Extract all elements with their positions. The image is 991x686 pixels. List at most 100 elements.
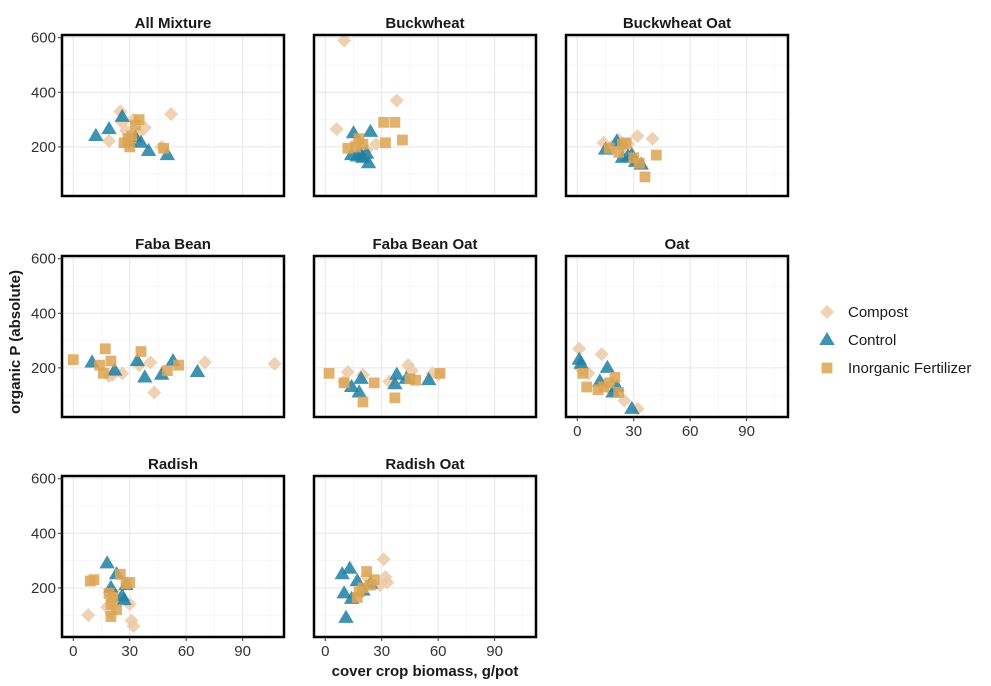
point-compost: [572, 341, 587, 356]
point-inorganic-fertilizer: [404, 373, 416, 385]
legend-item-inorganic-fertilizer: Inorganic Fertilizer: [821, 360, 971, 377]
point-inorganic-fertilizer: [577, 367, 589, 379]
point-compost: [369, 137, 384, 152]
panel-frame: [60, 33, 286, 198]
point-inorganic-fertilizer: [105, 355, 117, 367]
y-tick-label: 200: [31, 360, 56, 377]
panel-title: Radish Oat: [385, 456, 464, 473]
point-control: [336, 585, 352, 599]
point-compost: [340, 364, 355, 379]
point-inorganic-fertilizer: [133, 114, 145, 125]
point-inorganic-fertilizer: [603, 142, 615, 154]
point-inorganic-fertilizer: [126, 130, 138, 142]
point-compost: [389, 93, 404, 108]
panel-title: Radish: [148, 456, 198, 473]
point-control: [387, 376, 403, 390]
point-inorganic-fertilizer: [609, 372, 621, 383]
point-inorganic-fertilizer: [338, 377, 350, 389]
point-inorganic-fertilizer: [94, 359, 106, 371]
point-compost: [337, 33, 352, 48]
panel-title: Oat: [664, 236, 689, 253]
x-tick-label: 90: [738, 423, 755, 440]
x-tick-label: 90: [486, 643, 503, 660]
point-control: [573, 355, 589, 369]
point-inorganic-fertilizer: [357, 396, 369, 408]
point-inorganic-fertilizer: [158, 142, 169, 154]
x-tick-label: 60: [430, 643, 447, 660]
point-compost: [164, 107, 179, 122]
y-tick-label: 200: [31, 580, 56, 597]
point-inorganic-fertilizer: [368, 574, 380, 586]
y-tick-label: 600: [31, 30, 56, 47]
y-tick-label: 400: [31, 305, 56, 322]
y-tick-label: 600: [31, 471, 56, 488]
point-control: [116, 592, 132, 606]
point-inorganic-fertilizer: [161, 365, 173, 377]
x-tick-label: 30: [121, 643, 138, 660]
point-control: [99, 555, 115, 569]
point-control: [360, 155, 377, 169]
point-inorganic-fertilizer: [603, 377, 615, 389]
point-inorganic-fertilizer: [111, 604, 122, 616]
x-tick-label: 60: [682, 423, 699, 440]
x-tick-label: 0: [321, 643, 329, 660]
point-inorganic-fertilizer: [351, 592, 363, 603]
point-inorganic-fertilizer: [173, 359, 185, 371]
x-tick-label: 30: [625, 423, 642, 440]
point-inorganic-fertilizer: [67, 354, 79, 366]
point-inorganic-fertilizer: [581, 381, 593, 393]
panel-title: Buckwheat: [385, 15, 464, 32]
legend-item-compost: Compost: [819, 304, 909, 321]
y-tick-label: 400: [31, 84, 56, 101]
point-inorganic-fertilizer: [114, 568, 126, 580]
panel-frame: [60, 254, 286, 419]
panel-buckwheat-oat: Buckwheat Oat: [564, 15, 790, 198]
point-inorganic-fertilizer: [323, 367, 335, 379]
point-inorganic-fertilizer: [349, 141, 361, 153]
panel-frame: [312, 474, 538, 639]
point-inorganic-fertilizer: [368, 377, 380, 389]
point-inorganic-fertilizer: [378, 116, 390, 128]
legend-key-inorganic-fertilizer: [821, 362, 833, 374]
point-compost: [630, 128, 645, 143]
point-control: [599, 359, 616, 373]
point-compost: [147, 385, 162, 400]
point-inorganic-fertilizer: [97, 367, 109, 379]
point-inorganic-fertilizer: [107, 592, 119, 603]
point-control: [88, 127, 104, 141]
point-inorganic-fertilizer: [410, 374, 421, 386]
legend-label: Inorganic Fertilizer: [848, 360, 971, 377]
point-control: [421, 372, 437, 386]
point-inorganic-fertilizer: [380, 137, 391, 149]
point-control: [351, 384, 367, 398]
point-inorganic-fertilizer: [129, 119, 141, 131]
point-compost: [404, 363, 419, 378]
point-compost: [380, 575, 395, 590]
legend-label: Compost: [848, 304, 909, 321]
point-control: [140, 142, 157, 156]
point-inorganic-fertilizer: [99, 343, 111, 355]
point-control: [389, 366, 405, 380]
point-inorganic-fertilizer: [613, 387, 625, 398]
point-inorganic-fertilizer: [105, 611, 117, 622]
panel-oat: Oat 0 30 60 90: [564, 236, 790, 440]
point-compost: [143, 355, 158, 370]
point-inorganic-fertilizer: [353, 133, 365, 145]
point-inorganic-fertilizer: [365, 579, 376, 591]
point-compost: [329, 122, 344, 137]
panel-all-mixture: All Mixture 200 400 600: [31, 15, 286, 198]
x-tick-label: 90: [234, 643, 251, 660]
point-inorganic-fertilizer: [124, 141, 136, 153]
legend-item-control: Control: [819, 331, 896, 349]
point-compost: [267, 356, 282, 371]
point-control: [137, 369, 153, 383]
panel-frame: [312, 33, 538, 198]
point-inorganic-fertilizer: [650, 149, 662, 161]
point-control: [342, 560, 358, 574]
point-control: [624, 400, 640, 414]
y-axis-title: organic P (absolute): [7, 270, 24, 414]
point-control: [338, 609, 354, 623]
point-control: [114, 108, 130, 122]
